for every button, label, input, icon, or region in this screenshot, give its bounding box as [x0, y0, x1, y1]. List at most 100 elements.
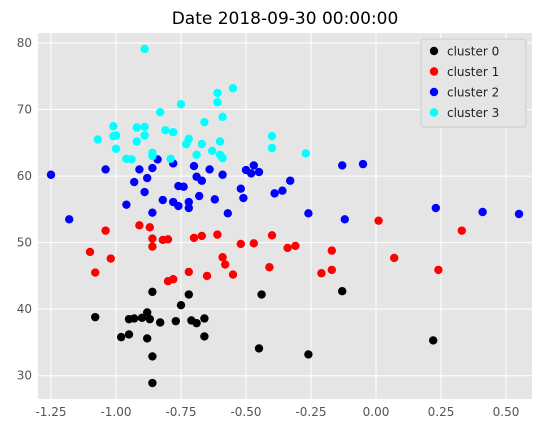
point-cluster-1 [291, 241, 300, 251]
legend-marker [429, 67, 439, 76]
legend-label: cluster 0 [447, 45, 499, 59]
point-cluster-0 [192, 318, 201, 328]
point-cluster-1 [197, 231, 206, 241]
point-cluster-2 [247, 169, 256, 178]
point-cluster-1 [202, 271, 212, 281]
legend-marker [429, 87, 439, 97]
point-cluster-2 [270, 189, 279, 198]
point-cluster-3 [218, 153, 227, 163]
data-points [46, 44, 524, 388]
point-cluster-3 [218, 112, 227, 122]
point-cluster-1 [148, 234, 157, 243]
x-tick-label: -1.00 [100, 405, 131, 419]
point-cluster-1 [265, 263, 274, 272]
point-cluster-3 [93, 135, 103, 144]
legend-label: cluster 2 [447, 86, 499, 100]
point-cluster-1 [163, 235, 173, 244]
point-cluster-0 [145, 314, 154, 324]
point-cluster-0 [124, 330, 134, 339]
point-cluster-3 [140, 131, 149, 140]
point-cluster-0 [257, 290, 266, 299]
point-cluster-2 [514, 209, 524, 219]
x-tick-label: 0.50 [493, 405, 520, 419]
point-cluster-2 [148, 163, 157, 173]
point-cluster-0 [429, 336, 438, 345]
point-cluster-2 [143, 173, 152, 183]
point-cluster-3 [127, 155, 136, 164]
point-cluster-0 [171, 316, 180, 326]
point-cluster-2 [278, 186, 287, 195]
point-cluster-3 [111, 144, 121, 153]
point-cluster-3 [176, 100, 186, 109]
point-cluster-0 [176, 300, 186, 310]
point-cluster-2 [338, 161, 347, 170]
point-cluster-1 [228, 270, 238, 279]
point-cluster-0 [137, 313, 147, 323]
point-cluster-2 [223, 209, 232, 218]
point-cluster-1 [184, 267, 193, 277]
legend-marker [429, 46, 439, 56]
point-cluster-3 [192, 150, 201, 159]
y-tick-label: 80 [17, 36, 32, 50]
point-cluster-1 [148, 242, 157, 251]
point-cluster-0 [338, 286, 347, 296]
point-cluster-2 [130, 177, 139, 187]
point-cluster-3 [169, 127, 178, 137]
point-cluster-0 [156, 318, 165, 327]
point-cluster-3 [301, 149, 310, 158]
point-cluster-3 [132, 137, 141, 146]
point-cluster-0 [143, 334, 152, 343]
point-cluster-1 [218, 253, 227, 262]
point-cluster-0 [200, 314, 209, 323]
point-cluster-3 [213, 98, 222, 107]
point-cluster-2 [174, 201, 183, 211]
x-tick-label: -1.25 [35, 405, 66, 419]
x-tick-labels: -1.25 -1.00 -0.75 -0.50 -0.25 0.00 0.25 0.50 [35, 405, 519, 419]
point-cluster-2 [195, 191, 204, 201]
point-cluster-2 [101, 165, 110, 174]
point-cluster-2 [184, 203, 193, 213]
y-tick-label: 30 [17, 369, 32, 383]
x-tick-label: -0.50 [230, 405, 261, 419]
point-cluster-1 [434, 265, 443, 275]
point-cluster-3 [156, 107, 165, 117]
point-cluster-2 [205, 165, 214, 174]
point-cluster-2 [478, 207, 487, 217]
x-tick-label: -0.25 [295, 405, 326, 419]
point-cluster-2 [140, 187, 149, 197]
point-cluster-2 [65, 215, 74, 224]
chart-title: Date 2018-09-30 00:00:00 [172, 9, 399, 29]
point-cluster-3 [213, 88, 222, 98]
point-cluster-3 [109, 121, 118, 131]
x-tick-label: -0.75 [165, 405, 196, 419]
point-cluster-3 [132, 123, 141, 132]
point-cluster-1 [457, 226, 466, 235]
point-cluster-3 [184, 134, 193, 144]
point-cluster-2 [184, 197, 193, 207]
point-cluster-3 [166, 154, 175, 163]
point-cluster-1 [249, 239, 258, 248]
point-cluster-0 [200, 332, 209, 341]
point-cluster-0 [124, 314, 134, 324]
point-cluster-0 [148, 352, 157, 361]
point-cluster-1 [267, 231, 277, 240]
point-cluster-3 [197, 139, 206, 149]
point-cluster-1 [106, 254, 116, 263]
point-cluster-1 [101, 226, 110, 235]
point-cluster-2 [304, 209, 313, 218]
point-cluster-2 [189, 161, 199, 171]
point-cluster-0 [148, 287, 157, 297]
point-cluster-1 [236, 239, 245, 249]
legend-box [420, 38, 527, 128]
point-cluster-2 [218, 170, 227, 179]
point-cluster-3 [267, 143, 277, 153]
point-cluster-1 [390, 253, 399, 263]
point-cluster-3 [228, 84, 238, 93]
point-cluster-3 [267, 131, 277, 141]
point-cluster-2 [158, 195, 167, 205]
point-cluster-3 [215, 137, 225, 146]
point-cluster-1 [169, 275, 178, 284]
point-cluster-1 [283, 243, 292, 253]
point-cluster-2 [148, 208, 157, 217]
point-cluster-1 [221, 260, 230, 269]
